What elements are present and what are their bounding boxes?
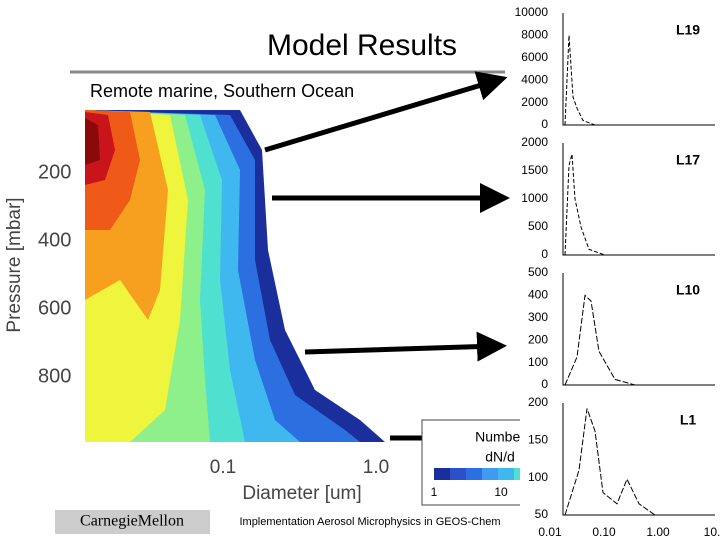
- logo-box: [55, 510, 210, 534]
- panel-axes: [562, 403, 715, 516]
- panel-y-tick: 1500: [521, 163, 548, 177]
- logo: CarnegieMellon: [80, 513, 184, 530]
- panel-y-tick: 2000: [521, 95, 548, 109]
- panel-y-tick: 1000: [521, 191, 548, 205]
- panel-label-box: [655, 275, 715, 307]
- title: Model Results: [267, 29, 457, 62]
- panel-label: L1: [680, 412, 697, 428]
- subtitle: Remote marine, Southern Ocean: [90, 81, 354, 101]
- panel-x-tick: 0.10: [592, 525, 616, 539]
- legend-tick: 10: [494, 485, 508, 499]
- size-distribution: [564, 294, 636, 386]
- size-distribution: [564, 35, 596, 126]
- colorbar: [434, 468, 530, 480]
- panel-y-tick: 200: [528, 395, 548, 409]
- panel-y-tick: 6000: [521, 50, 548, 64]
- contour-plot: [85, 110, 385, 442]
- panel-y-tick: 300: [528, 310, 548, 324]
- panel-y-tick: 2000: [521, 135, 548, 149]
- legend-title: Number: [475, 429, 525, 445]
- size-distribution: [564, 408, 656, 516]
- panel: 500 400 300 200 100 0 L10: [520, 265, 720, 391]
- panel: 10000 8000 6000 4000 2000 0 L19: [515, 5, 720, 131]
- panel-y-tick: 150: [528, 433, 548, 447]
- panel-label: L10: [676, 282, 700, 298]
- panel-y-tick: 100: [528, 355, 548, 369]
- panel: 200 150 100 50 L1 0.01 0.10 1.00 10.: [520, 395, 720, 539]
- legend-title: dN/d: [485, 449, 515, 465]
- arrow: [304, 331, 507, 362]
- y-axis-label: Pressure [mbar]: [4, 197, 25, 332]
- panel-y-tick: 0: [541, 247, 548, 261]
- panel: 2000 1500 1000 500 0 L17: [520, 135, 720, 261]
- x-axis-label: Diameter [um]: [242, 483, 361, 504]
- panel-x-tick: 0.01: [538, 525, 562, 539]
- x-tick-label: 0.1: [210, 457, 236, 478]
- panel-axes: [562, 143, 715, 256]
- panel-axes: [562, 273, 715, 386]
- panel-axes: [562, 13, 715, 126]
- footer-text: Implementation Aerosol Microphysics in G…: [239, 516, 500, 528]
- panel-y-tick: 0: [541, 377, 548, 391]
- panel-x-tick: 1.00: [646, 525, 670, 539]
- y-tick-label: 400: [38, 229, 71, 251]
- panel-y-tick: 50: [535, 507, 549, 521]
- panel-label: L17: [676, 152, 700, 168]
- y-tick-label: 200: [38, 161, 71, 183]
- panel-y-tick: 10000: [515, 5, 549, 19]
- panel-label: L19: [676, 22, 700, 38]
- arrow: [264, 71, 508, 153]
- panel-label-box: [655, 15, 715, 47]
- panel-label-box: [655, 405, 715, 437]
- legend-tick: 1: [431, 485, 438, 499]
- size-distribution: [564, 154, 606, 256]
- x-tick-label: 1.0: [363, 457, 389, 478]
- panel-label-box: [655, 145, 715, 177]
- y-tick-label: 600: [38, 297, 71, 319]
- y-tick-label: 800: [38, 365, 71, 387]
- panel-y-tick: 400: [528, 288, 548, 302]
- panel-y-tick: 8000: [521, 28, 548, 42]
- panel-y-tick: 500: [528, 219, 548, 233]
- panel-y-tick: 200: [528, 332, 548, 346]
- panel-y-tick: 500: [528, 265, 548, 279]
- panel-y-tick: 0: [541, 117, 548, 131]
- contour-band: [85, 118, 100, 165]
- panel-x-tick: 10.: [704, 525, 720, 539]
- panel-y-tick: 4000: [521, 72, 548, 86]
- panel-y-tick: 100: [528, 470, 548, 484]
